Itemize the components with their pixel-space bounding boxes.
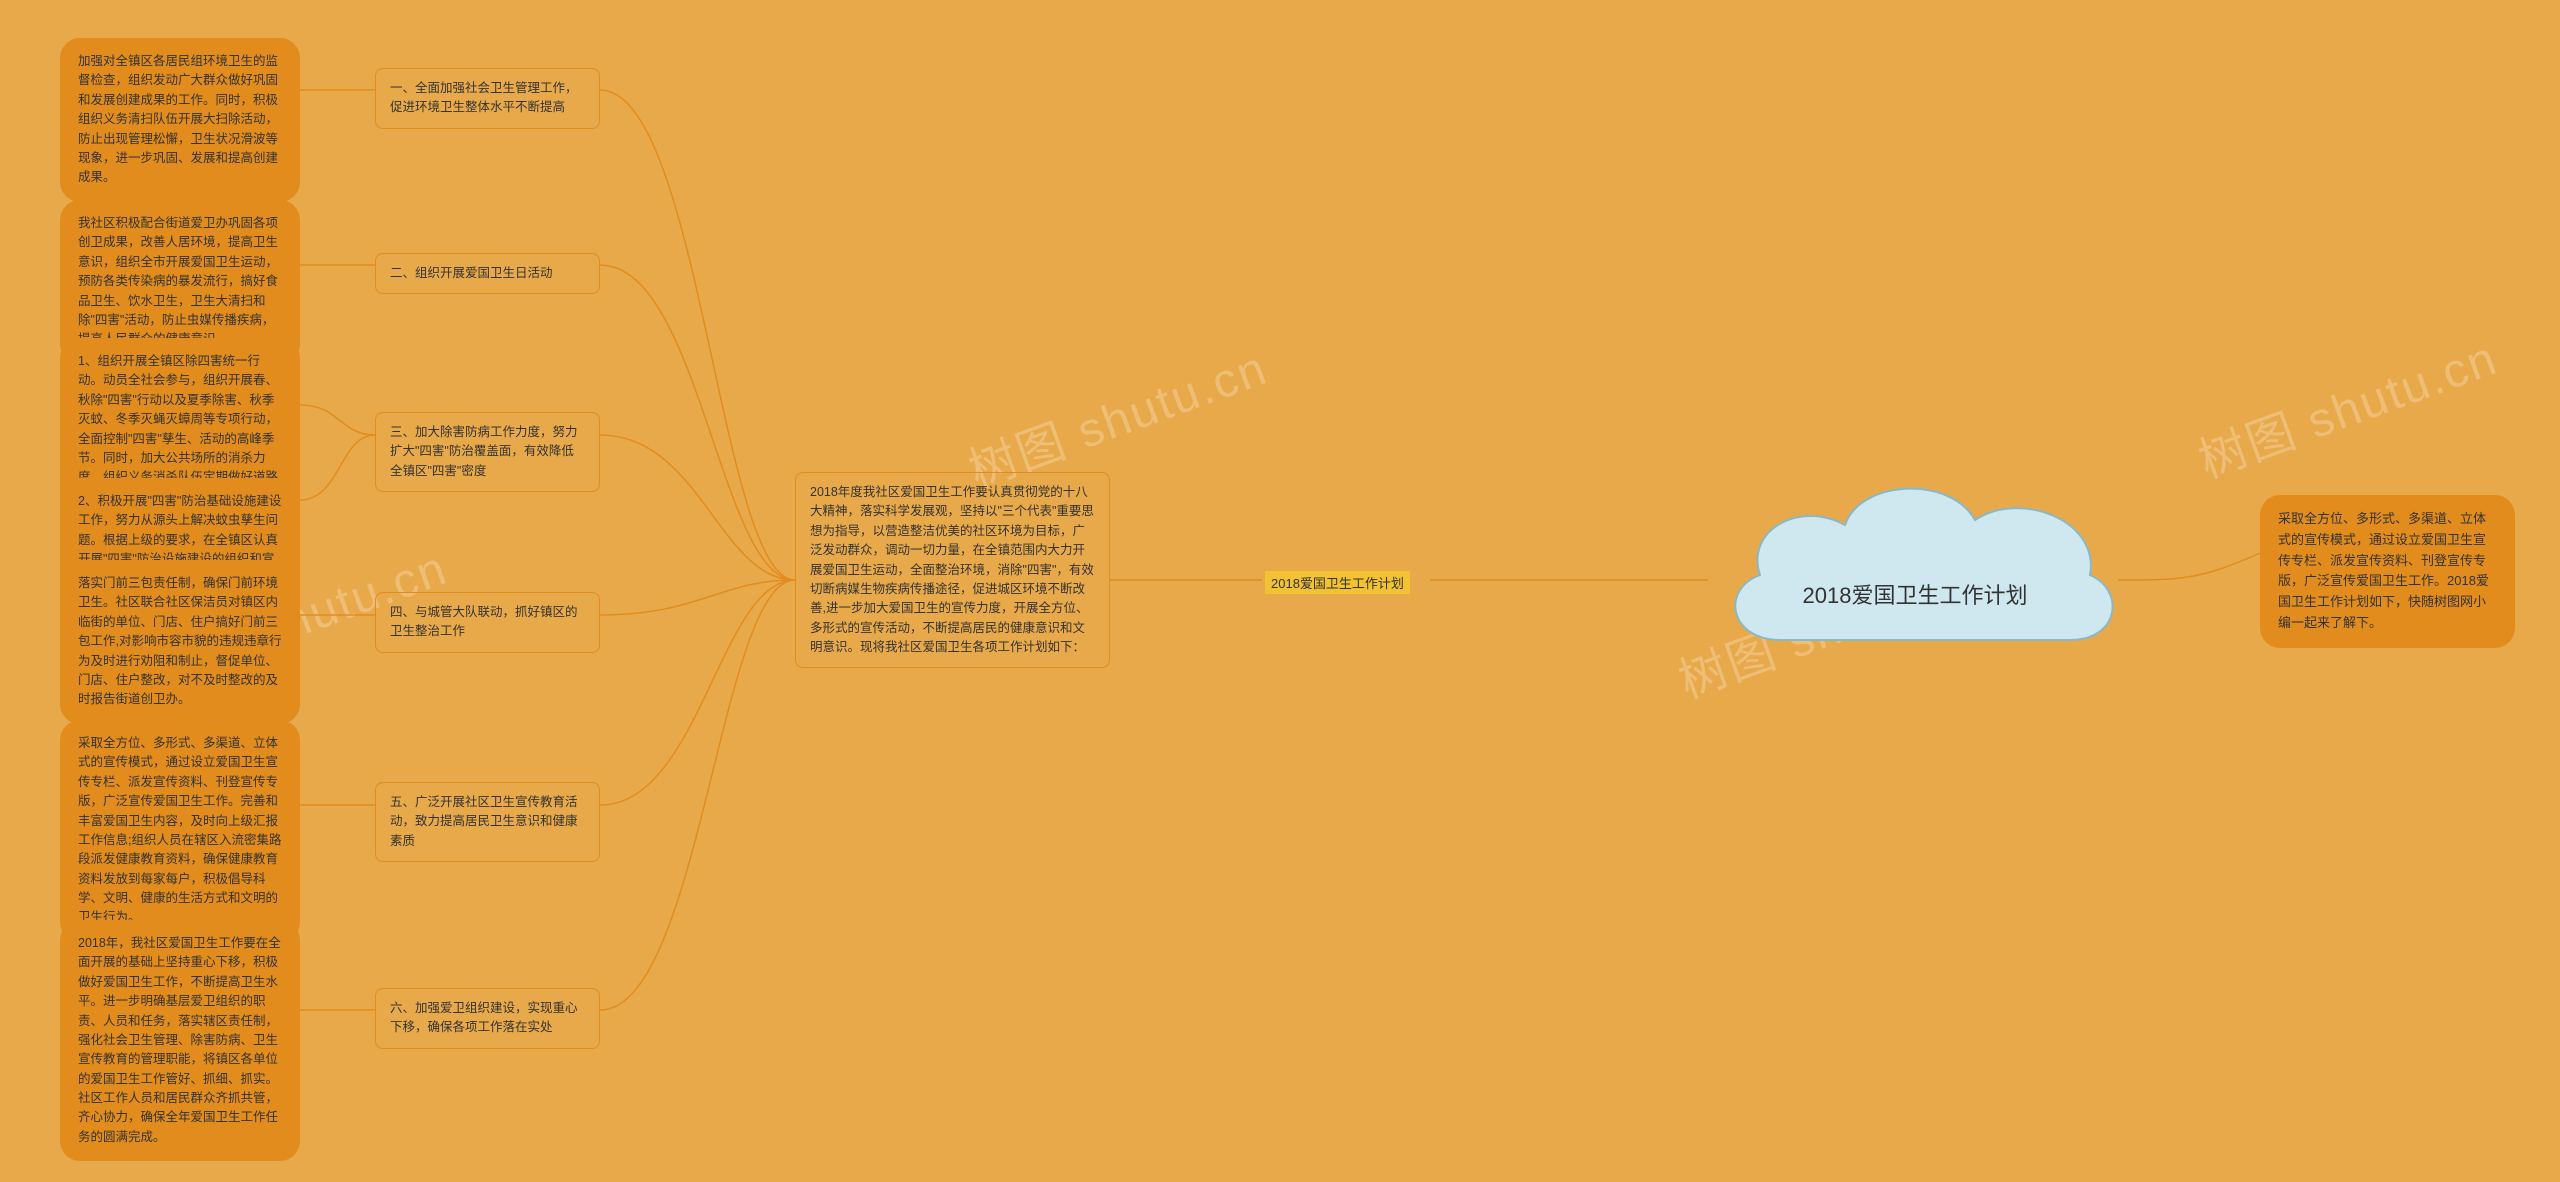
level2-label: 2018爱国卫生工作计划 [1265,571,1410,594]
section-heading-2: 二、组织开展爱国卫生日活动 [375,253,600,294]
leaf-4-1: 落实门前三包责任制，确保门前环境卫生。社区联合社区保洁员对镇区内临街的单位、门店… [60,560,300,724]
section-heading-1: 一、全面加强社会卫生管理工作，促进环境卫生整体水平不断提高 [375,68,600,129]
leaf-1-1: 加强对全镇区各居民组环境卫生的监督检查，组织发动广大群众做好巩固和发展创建成果的… [60,38,300,202]
watermark: 树图 shutu.cn [2187,319,2505,492]
section-heading-6: 六、加强爱卫组织建设，实现重心下移，确保各项工作落在实处 [375,988,600,1049]
summary-box: 2018年度我社区爱国卫生工作要认真贯彻党的十八大精神，落实科学发展观，坚持以"… [795,472,1110,668]
right-summary-node: 采取全方位、多形式、多渠道、立体式的宣传模式，通过设立爱国卫生宣传专栏、派发宣传… [2260,495,2515,648]
section-heading-5: 五、广泛开展社区卫生宣传教育活动，致力提高居民卫生意识和健康素质 [375,782,600,862]
root-title: 2018爱国卫生工作计划 [1700,578,2130,610]
root-cloud: 2018爱国卫生工作计划 [1700,460,2130,700]
leaf-6-1: 2018年，我社区爱国卫生工作要在全面开展的基础上坚持重心下移，积极做好爱国卫生… [60,920,300,1161]
section-heading-4: 四、与城管大队联动，抓好镇区的卫生整治工作 [375,592,600,653]
section-heading-3: 三、加大除害防病工作力度，努力扩大"四害"防治覆盖面，有效降低全镇区"四害"密度 [375,412,600,492]
leaf-5-1: 采取全方位、多形式、多渠道、立体式的宣传模式，通过设立爱国卫生宣传专栏、派发宣传… [60,720,300,942]
